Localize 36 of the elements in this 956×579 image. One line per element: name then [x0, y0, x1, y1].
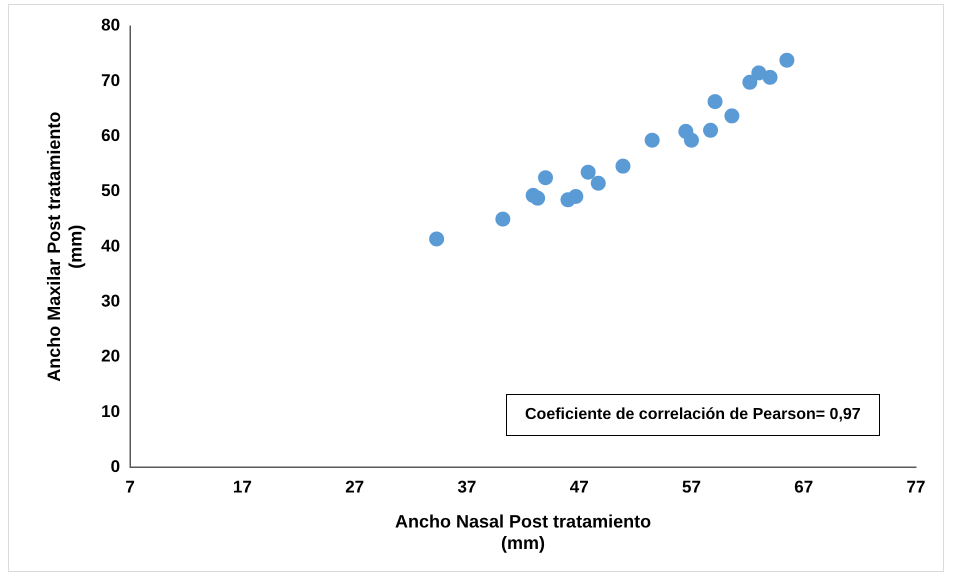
- point: [644, 132, 660, 148]
- point: [530, 190, 546, 206]
- y-tick-label: 50: [101, 181, 120, 200]
- y-tick-label: 10: [101, 402, 120, 421]
- point: [684, 132, 699, 148]
- annotation: Coeficiente de correlación de Pearson= 0,97: [506, 394, 880, 436]
- x-tick-label: 17: [232, 477, 252, 496]
- point: [568, 188, 584, 204]
- point: [724, 108, 740, 124]
- x-tick-label: 77: [906, 477, 926, 496]
- x-tick-label: 37: [457, 477, 476, 496]
- y-tick-label: 60: [101, 126, 120, 146]
- y-tick-label: 30: [101, 292, 120, 311]
- x-tick-label: 7: [125, 477, 135, 496]
- point: [590, 176, 606, 191]
- point: [708, 94, 723, 110]
- x-tick-label: 57: [682, 477, 701, 496]
- point: [538, 170, 554, 186]
- point: [779, 52, 794, 68]
- y-tick-label: 70: [101, 70, 120, 90]
- point: [580, 164, 596, 180]
- x-tick-label: 67: [794, 477, 814, 496]
- y-tick-label: 40: [101, 236, 120, 256]
- y-tick-label: 20: [101, 346, 120, 366]
- point: [429, 231, 444, 246]
- x-tick-label: 47: [570, 477, 589, 496]
- point: [615, 158, 630, 174]
- y-tick-label: 0: [110, 457, 120, 476]
- point: [703, 122, 718, 138]
- y-tick-label: 80: [101, 16, 120, 35]
- x-tick-label: 27: [345, 477, 364, 496]
- point: [495, 212, 510, 227]
- point: [742, 74, 758, 90]
- y-axis-title: Ancho Maxilar Post tratamiento (mm): [44, 112, 86, 382]
- point: [762, 70, 778, 85]
- x-axis-title: Ancho Nasal Post tratamiento (mm): [395, 512, 652, 554]
